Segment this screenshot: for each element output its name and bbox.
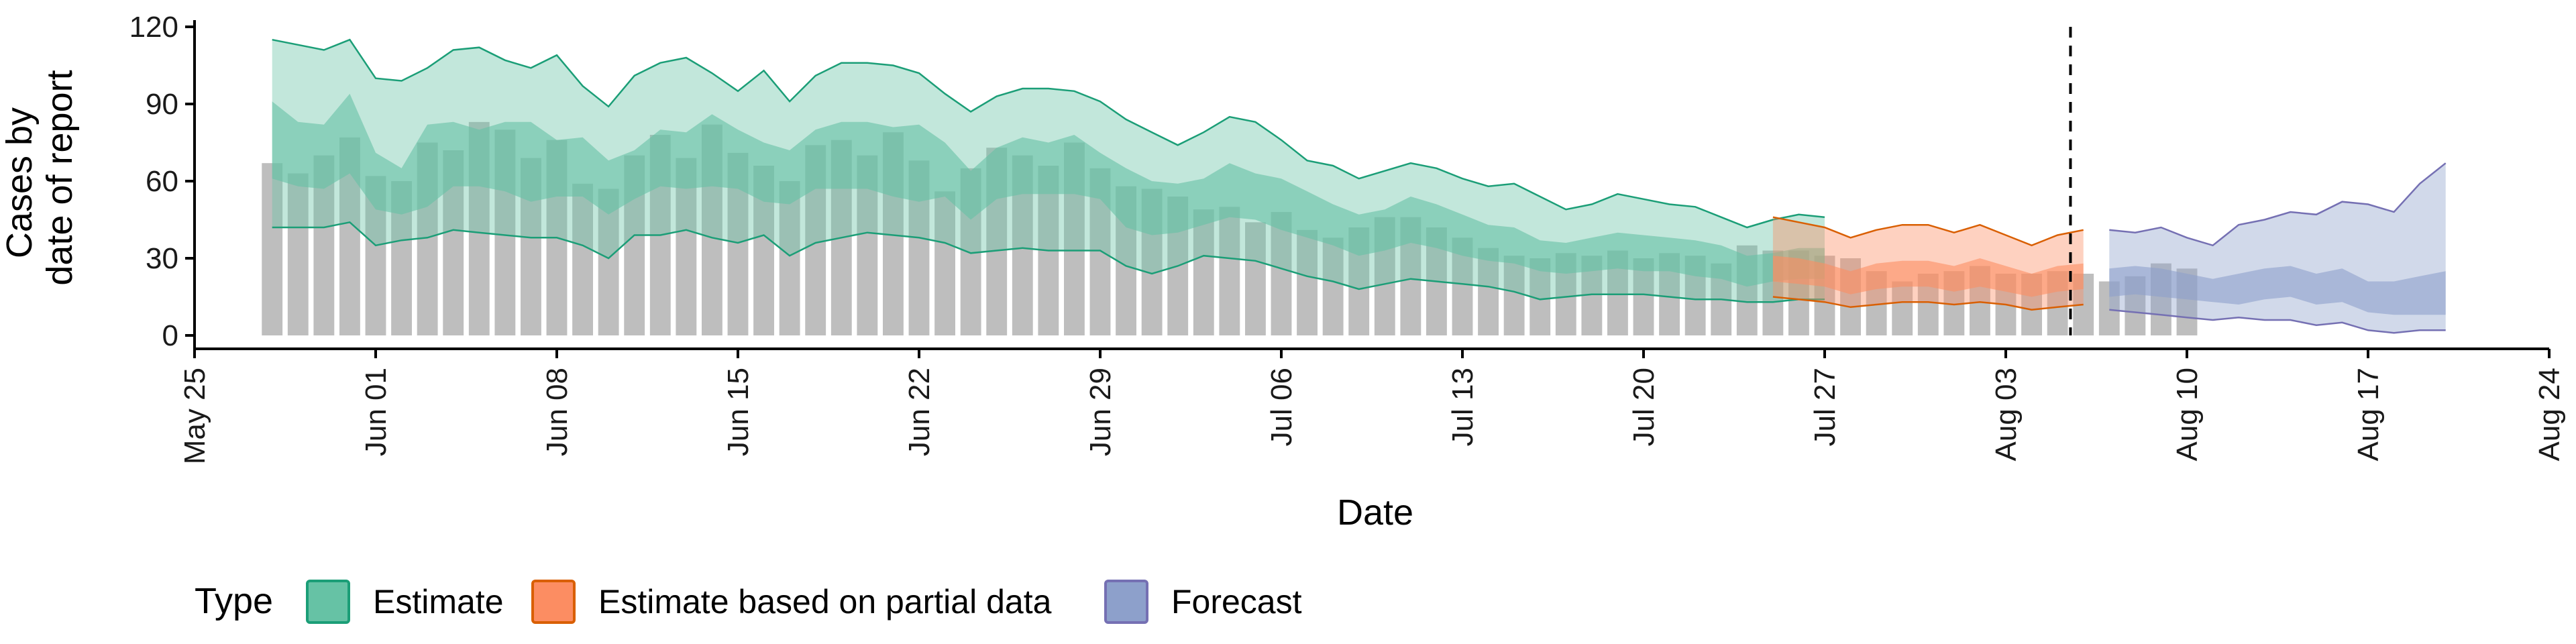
observed-bar xyxy=(1271,212,1292,335)
forecast-lower-line xyxy=(2109,309,2446,334)
x-tick-label: Jul 06 xyxy=(1265,368,1298,446)
y-axis-title: Cases by date of report xyxy=(0,70,80,285)
legend-label-partial: Estimate based on partial data xyxy=(598,583,1052,621)
x-tick-label: Aug 24 xyxy=(2533,368,2566,461)
y-tick-label: 30 xyxy=(146,242,178,275)
observed-bar xyxy=(934,191,955,335)
observed-bar xyxy=(262,163,283,335)
observed-bar xyxy=(1322,237,1344,335)
observed-bar xyxy=(1892,281,1913,335)
observed-bar xyxy=(1478,248,1499,335)
y-tick-label: 60 xyxy=(146,165,178,198)
estimate-lower-line xyxy=(272,221,1825,303)
ribbons xyxy=(272,38,2447,334)
x-tick-label: Aug 03 xyxy=(1990,368,2023,461)
x-tick-label: May 25 xyxy=(178,368,211,464)
x-tick-label: Jul 13 xyxy=(1446,368,1479,446)
observed-bar xyxy=(572,183,593,335)
estimate-based-on-partial-data-band-50 xyxy=(1772,256,2084,297)
observed-bars xyxy=(262,121,2198,336)
legend-label-estimate: Estimate xyxy=(373,583,504,621)
y-axis-title-line-1: Cases by xyxy=(0,107,40,258)
legend-key-estimate xyxy=(306,580,350,624)
observed-bar xyxy=(1193,209,1214,335)
estimate-based-on-partial-data-lower-line xyxy=(1772,296,2084,311)
observed-bar xyxy=(1219,207,1240,335)
legend: Type Estimate Estimate based on partial … xyxy=(195,580,1302,624)
x-tick-label: Aug 10 xyxy=(2171,368,2204,461)
x-tick-label: Jun 15 xyxy=(722,368,755,456)
y-axis-title-line-2: date of report xyxy=(40,70,80,285)
axes: 0 30 60 90 120 May 25 Jun 01 Jun 08 Jun 15 Jun 22… xyxy=(129,11,2566,464)
estimate-upper-line xyxy=(272,38,1825,229)
forecast-band-50 xyxy=(2109,266,2446,315)
x-tick-label: Jul 27 xyxy=(1809,368,1841,446)
x-tick-label: Jun 22 xyxy=(903,368,936,456)
x-axis-title: Date xyxy=(1337,492,1413,533)
y-tick-label: 90 xyxy=(146,88,178,121)
x-tick-label: Jun 08 xyxy=(541,368,574,456)
forecast-upper-line xyxy=(2109,162,2447,247)
observed-bar xyxy=(287,173,309,335)
observed-bar xyxy=(1297,229,1318,335)
legend-label-forecast: Forecast xyxy=(1171,583,1302,621)
estimate-based-on-partial-data-upper-line xyxy=(1772,216,2084,247)
y-tick-label: 0 xyxy=(162,319,178,352)
y-tick-label: 120 xyxy=(129,11,178,44)
observed-bar xyxy=(779,181,800,335)
legend-key-forecast xyxy=(1104,580,1148,624)
observed-bar xyxy=(1503,256,1525,335)
x-tick-label: Aug 17 xyxy=(2352,368,2385,461)
legend-key-partial xyxy=(531,580,576,624)
legend-title: Type xyxy=(195,581,273,621)
observed-bar xyxy=(1245,222,1266,335)
x-tick-label: Jun 01 xyxy=(360,368,392,456)
x-tick-label: Jun 29 xyxy=(1084,368,1117,456)
estimate-band-50 xyxy=(272,93,1825,287)
x-tick-label: Jul 20 xyxy=(1627,368,1660,446)
